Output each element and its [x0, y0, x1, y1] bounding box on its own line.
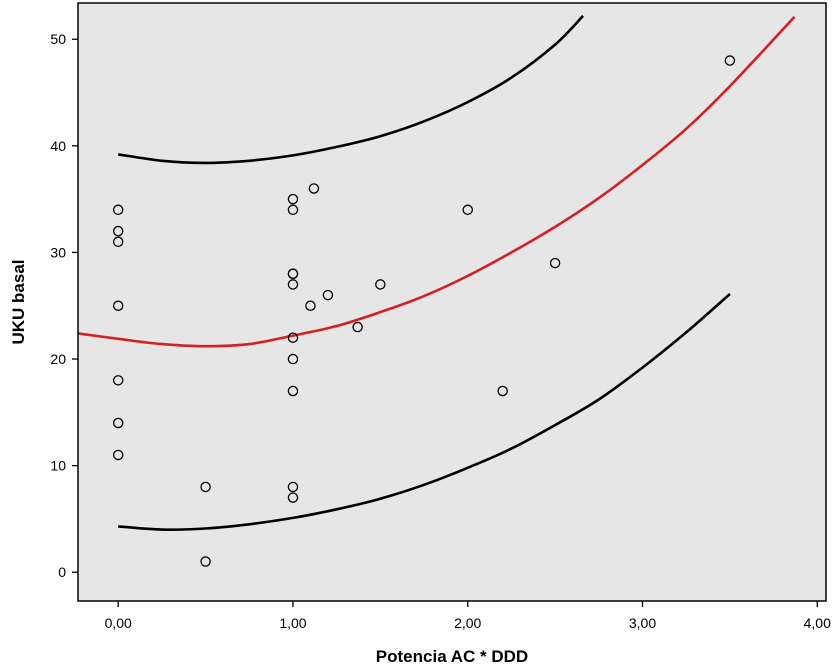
- data-point: [112, 449, 124, 461]
- y-tick-label: 40: [50, 138, 66, 154]
- data-point: [287, 204, 299, 216]
- plot-area: [78, 3, 826, 601]
- x-tick-label: 2,00: [454, 615, 481, 631]
- data-point: [287, 385, 299, 397]
- data-point: [375, 279, 386, 290]
- y-tick-label: 20: [50, 351, 66, 367]
- data-point: [287, 481, 299, 493]
- data-point: [497, 385, 508, 397]
- data-point: [308, 183, 320, 194]
- curve-layer: [77, 14, 796, 531]
- data-point: [287, 332, 299, 343]
- y-axis-title: UKU basal: [9, 259, 28, 344]
- data-point: [724, 55, 736, 66]
- data-point: [322, 289, 334, 301]
- x-axis-title: Potencia AC * DDD: [376, 647, 528, 666]
- data-point: [112, 300, 124, 311]
- data-point: [112, 417, 124, 429]
- data-point: [112, 236, 124, 248]
- data-point: [112, 204, 124, 216]
- axes-layer: 0 10 20 30 40 50 0,00 1,00 2,00 3,00 4,00: [50, 2, 831, 631]
- data-point: [305, 300, 316, 311]
- data-point: [462, 204, 473, 216]
- data-point: [112, 225, 124, 237]
- x-tick-label: 1,00: [279, 615, 306, 631]
- data-point: [352, 321, 363, 333]
- data-point: [287, 353, 299, 365]
- x-tick-label: 4,00: [804, 615, 831, 631]
- fit-curve: [77, 16, 796, 348]
- data-point: [287, 193, 299, 205]
- lower-curve: [118, 293, 731, 531]
- x-tick-label: 3,00: [629, 615, 656, 631]
- data-point: [200, 481, 211, 493]
- data-point: [287, 492, 299, 503]
- y-tick-label: 50: [50, 31, 66, 47]
- points-layer: [112, 55, 736, 567]
- y-tick-label: 10: [50, 458, 66, 474]
- data-point: [287, 279, 299, 290]
- y-tick-label: 0: [58, 564, 66, 580]
- plot-frame: [77, 2, 827, 602]
- data-point: [287, 268, 299, 280]
- x-tick-label: 0,00: [105, 615, 132, 631]
- data-point: [549, 257, 561, 269]
- data-point: [112, 375, 124, 386]
- y-tick-label: 30: [50, 244, 66, 260]
- upper-curve: [118, 14, 585, 165]
- data-point: [200, 556, 211, 567]
